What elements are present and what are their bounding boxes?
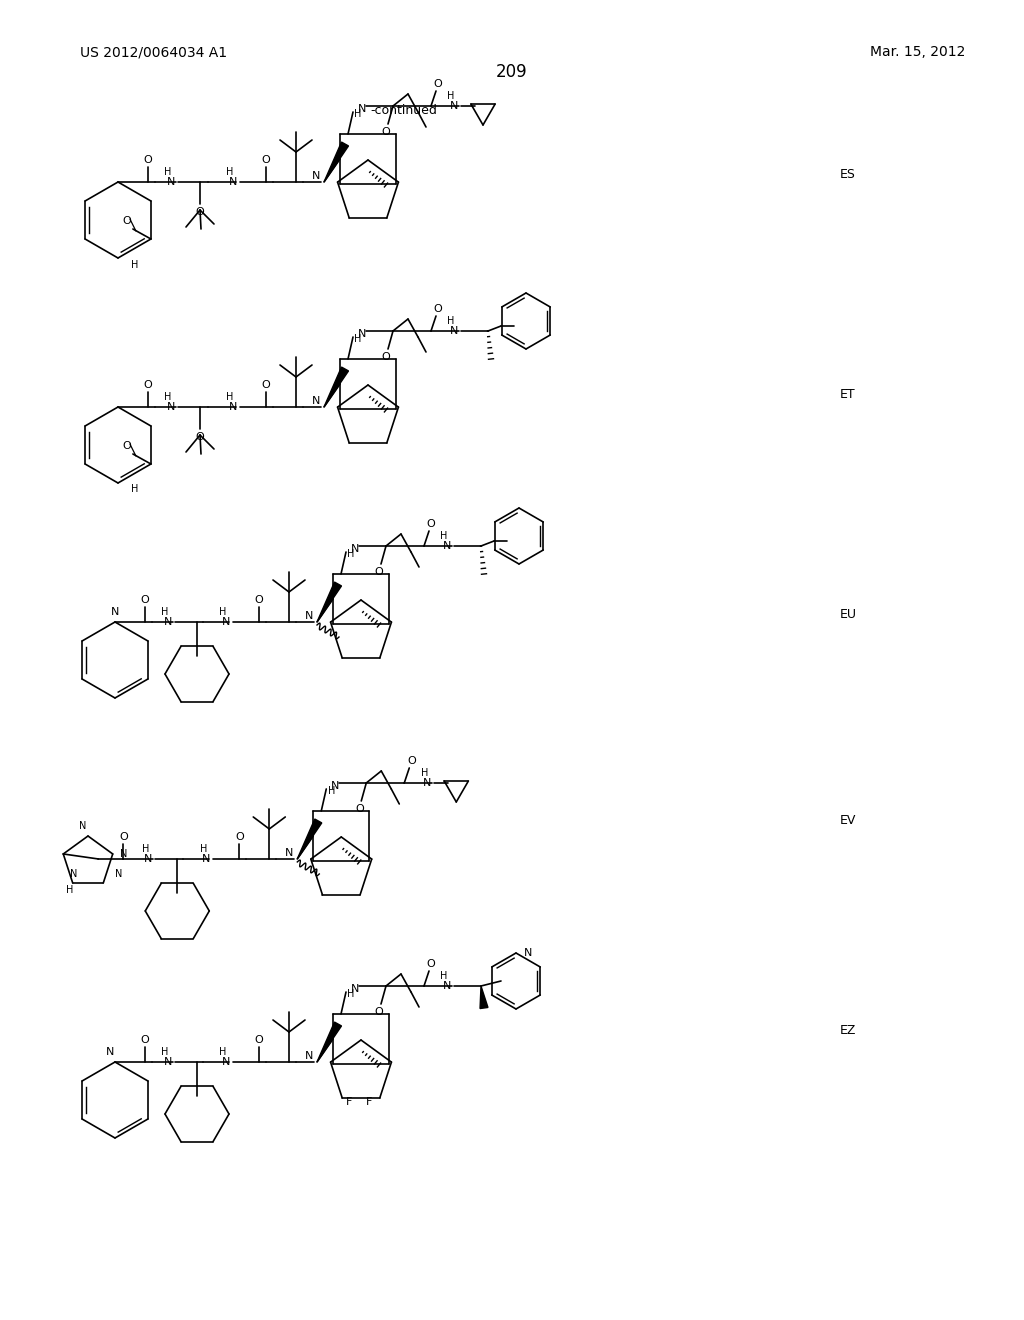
Text: N: N — [116, 869, 123, 879]
Text: N: N — [71, 869, 78, 879]
Text: H: H — [200, 843, 207, 854]
Text: H: H — [447, 91, 455, 102]
Text: H: H — [131, 260, 138, 269]
Text: O: O — [433, 79, 442, 88]
Text: F: F — [346, 1097, 352, 1107]
Text: H: H — [447, 315, 455, 326]
Text: N: N — [305, 1051, 313, 1061]
Text: H: H — [421, 768, 428, 777]
Text: O: O — [123, 441, 131, 451]
Text: O: O — [234, 832, 244, 842]
Text: O: O — [433, 304, 442, 314]
Text: O: O — [261, 380, 270, 389]
Text: N: N — [222, 1057, 230, 1067]
Text: O: O — [261, 154, 270, 165]
Text: N: N — [167, 403, 175, 412]
Text: F: F — [366, 1097, 372, 1107]
Text: O: O — [407, 756, 416, 766]
Text: O: O — [375, 1007, 383, 1016]
Text: H: H — [219, 1047, 226, 1057]
Text: N: N — [351, 983, 359, 994]
Polygon shape — [317, 1022, 341, 1063]
Text: O: O — [382, 127, 390, 137]
Text: O: O — [196, 432, 205, 442]
Text: N: N — [105, 1047, 115, 1057]
Text: H: H — [347, 549, 354, 558]
Text: N: N — [312, 172, 321, 181]
Polygon shape — [324, 143, 348, 182]
Polygon shape — [480, 986, 488, 1008]
Text: H: H — [347, 989, 354, 999]
Text: H: H — [164, 392, 172, 403]
Text: EV: EV — [840, 813, 856, 826]
Text: O: O — [255, 1035, 263, 1045]
Text: N: N — [312, 396, 321, 407]
Polygon shape — [297, 818, 322, 859]
Text: N: N — [450, 326, 458, 337]
Text: H: H — [162, 1047, 169, 1057]
Text: N: N — [120, 849, 128, 859]
Text: N: N — [351, 544, 359, 554]
Text: N: N — [111, 607, 119, 616]
Text: N: N — [285, 847, 294, 858]
Text: Mar. 15, 2012: Mar. 15, 2012 — [870, 45, 966, 59]
Text: O: O — [119, 832, 128, 842]
Text: O: O — [375, 568, 383, 577]
Text: ET: ET — [840, 388, 856, 401]
Text: EZ: EZ — [840, 1023, 856, 1036]
Text: N: N — [164, 1057, 172, 1067]
Text: N: N — [442, 541, 452, 550]
Text: N: N — [305, 611, 313, 620]
Text: O: O — [382, 352, 390, 362]
Text: H: H — [440, 972, 447, 981]
Text: O: O — [140, 595, 150, 605]
Text: O: O — [196, 207, 205, 216]
Text: H: H — [354, 110, 361, 119]
Text: O: O — [355, 804, 364, 814]
Text: O: O — [143, 380, 153, 389]
Text: H: H — [162, 607, 169, 616]
Text: H: H — [440, 531, 447, 541]
Text: N: N — [144, 854, 153, 865]
Text: N: N — [202, 854, 211, 865]
Polygon shape — [324, 367, 348, 407]
Text: N: N — [228, 177, 238, 187]
Text: H: H — [67, 884, 74, 895]
Text: N: N — [331, 781, 340, 791]
Text: H: H — [328, 785, 335, 796]
Text: H: H — [131, 484, 138, 495]
Text: H: H — [219, 607, 226, 616]
Text: H: H — [354, 334, 361, 345]
Text: 209: 209 — [497, 63, 527, 81]
Text: H: H — [226, 168, 233, 177]
Text: N: N — [442, 981, 452, 991]
Text: O: O — [140, 1035, 150, 1045]
Text: H: H — [141, 843, 148, 854]
Text: N: N — [228, 403, 238, 412]
Text: O: O — [123, 216, 131, 226]
Text: O: O — [143, 154, 153, 165]
Text: N: N — [79, 821, 87, 832]
Text: US 2012/0064034 A1: US 2012/0064034 A1 — [80, 45, 227, 59]
Polygon shape — [317, 582, 341, 622]
Text: N: N — [357, 104, 367, 114]
Text: N: N — [222, 616, 230, 627]
Text: H: H — [226, 392, 233, 403]
Text: O: O — [427, 519, 435, 529]
Text: N: N — [167, 177, 175, 187]
Text: N: N — [423, 777, 431, 788]
Text: N: N — [164, 616, 172, 627]
Text: ES: ES — [840, 169, 856, 181]
Text: H: H — [164, 168, 172, 177]
Text: N: N — [450, 102, 458, 111]
Text: -continued: -continued — [370, 103, 437, 116]
Text: O: O — [255, 595, 263, 605]
Text: O: O — [427, 960, 435, 969]
Text: EU: EU — [840, 609, 857, 622]
Text: N: N — [357, 329, 367, 339]
Text: N: N — [524, 948, 532, 958]
